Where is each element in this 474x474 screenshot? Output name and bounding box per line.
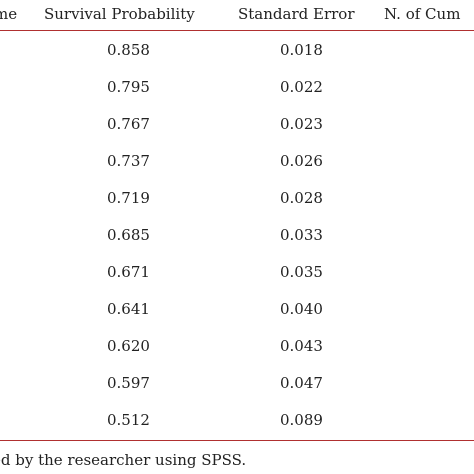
table-row: 0.597 0.047 [0, 364, 474, 401]
table-row: 0.795 0.022 [0, 68, 474, 105]
column-header-standard-error: Standard Error [238, 5, 355, 23]
table-footnote: ed by the researcher using SPSS. [0, 451, 247, 469]
cell-standard-error: 0.022 [280, 78, 323, 96]
cell-survival-probability: 0.512 [107, 411, 150, 429]
table-body: 0.858 0.018 0.795 0.022 0.767 0.023 0.737 0.026… [0, 31, 474, 438]
cell-survival-probability: 0.685 [107, 226, 150, 244]
cell-survival-probability: 0.641 [107, 300, 150, 318]
table-row: 0.620 0.043 [0, 327, 474, 364]
column-header-n-cumulative: N. of Cum [384, 5, 461, 23]
cell-survival-probability: 0.858 [107, 41, 150, 59]
cell-standard-error: 0.040 [280, 300, 323, 318]
cell-standard-error: 0.035 [280, 263, 323, 281]
cell-standard-error: 0.018 [280, 41, 323, 59]
cell-survival-probability: 0.719 [107, 189, 150, 207]
table-row: 0.512 0.089 [0, 401, 474, 438]
cell-survival-probability: 0.620 [107, 337, 150, 355]
table-row: 0.641 0.040 [0, 290, 474, 327]
table-row: 0.685 0.033 [0, 216, 474, 253]
column-header-survival-probability: Survival Probability [44, 5, 195, 23]
table-bottom-rule [0, 440, 474, 441]
cell-survival-probability: 0.795 [107, 78, 150, 96]
cell-standard-error: 0.033 [280, 226, 323, 244]
table-top-rule [0, 30, 474, 31]
cell-survival-probability: 0.597 [107, 374, 150, 392]
table-row: 0.719 0.028 [0, 179, 474, 216]
cell-survival-probability: 0.671 [107, 263, 150, 281]
cell-standard-error: 0.089 [280, 411, 323, 429]
cell-standard-error: 0.026 [280, 152, 323, 170]
cell-standard-error: 0.047 [280, 374, 323, 392]
table-row: 0.767 0.023 [0, 105, 474, 142]
cell-standard-error: 0.023 [280, 115, 323, 133]
table-header-row: me Survival Probability Standard Error N… [0, 0, 474, 30]
cell-survival-probability: 0.767 [107, 115, 150, 133]
cell-survival-probability: 0.737 [107, 152, 150, 170]
table-row: 0.671 0.035 [0, 253, 474, 290]
cell-standard-error: 0.028 [280, 189, 323, 207]
cell-standard-error: 0.043 [280, 337, 323, 355]
table-row: 0.737 0.026 [0, 142, 474, 179]
table-row: 0.858 0.018 [0, 31, 474, 68]
column-header-time: me [0, 5, 18, 23]
